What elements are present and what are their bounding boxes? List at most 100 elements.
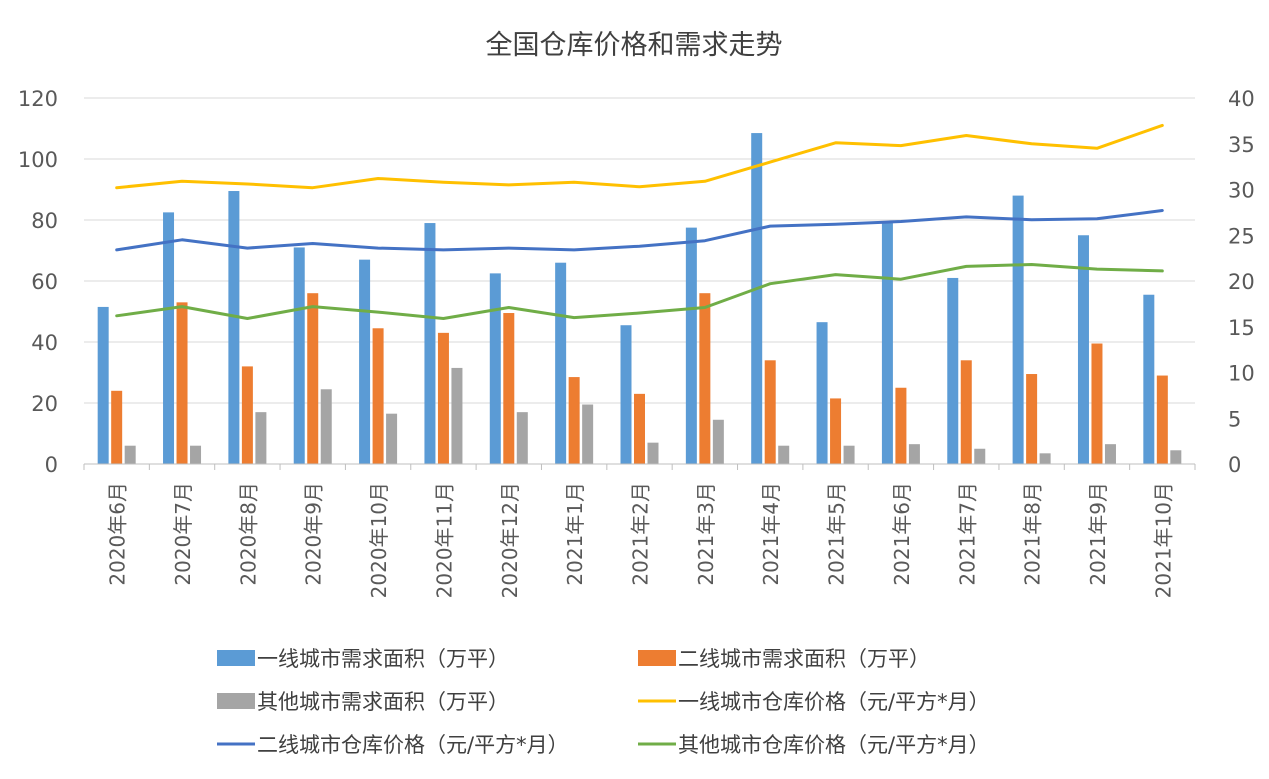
bar-2	[699, 293, 711, 464]
axis-layer: 0 20 40 60 80 100 120 0 5 10 15 20 25 30 35 40 2020年6月 20…	[18, 87, 1255, 598]
bar-1	[555, 262, 567, 464]
bar-1	[228, 191, 240, 464]
bar-2	[830, 398, 842, 464]
bar-1	[816, 322, 828, 464]
legend-swatch	[217, 650, 255, 666]
y2-tick-label: 5	[1228, 407, 1241, 431]
y2-tick-label: 0	[1228, 453, 1241, 477]
y2-tick-label: 15	[1228, 316, 1255, 340]
line-series-2	[115, 209, 1164, 252]
y2-tick-label: 20	[1228, 270, 1255, 294]
chart-title: 全国仓库价格和需求走势	[486, 30, 783, 61]
bar-1	[947, 277, 959, 464]
y2-tick-label: 35	[1228, 133, 1255, 157]
bar-2	[176, 302, 188, 464]
bar-1	[881, 223, 893, 464]
gridlines	[84, 97, 1195, 465]
legend-swatch	[638, 650, 676, 666]
x-tick-label: 2021年7月	[955, 482, 979, 586]
x-tick-label: 2020年6月	[106, 482, 130, 586]
bar-3	[908, 444, 920, 464]
bar-3	[1104, 444, 1116, 464]
bar-1	[1143, 294, 1155, 464]
y-tick-label: 40	[31, 331, 58, 355]
bar-3	[320, 389, 332, 464]
x-tick-label: 2020年11月	[432, 482, 456, 598]
bar-3	[190, 445, 202, 464]
bar-layer	[97, 133, 1182, 464]
bar-2	[634, 393, 645, 464]
bar-2	[568, 377, 580, 464]
y2-tick-label: 10	[1228, 362, 1255, 386]
line-layer	[115, 123, 1164, 320]
x-tick-label: 2020年10月	[367, 482, 391, 598]
legend-label: 二线城市仓库价格（元/平方*月）	[257, 733, 569, 757]
bar-1	[359, 259, 371, 464]
x-tick-label: 2021年8月	[1021, 482, 1045, 586]
y-tick-label: 120	[18, 87, 58, 111]
bar-1	[97, 306, 109, 464]
bar-1	[1077, 235, 1089, 464]
bar-3	[778, 445, 790, 464]
bar-1	[293, 247, 305, 464]
legend-label: 其他城市仓库价格（元/平方*月）	[678, 733, 990, 757]
bar-3	[255, 412, 267, 464]
bar-3	[712, 419, 724, 464]
bar-2	[241, 366, 253, 464]
bar-2	[1026, 374, 1038, 464]
bar-2	[764, 360, 776, 464]
bar-3	[1170, 450, 1182, 464]
bar-2	[437, 332, 449, 464]
bar-1	[685, 227, 697, 464]
bar-1	[163, 212, 175, 464]
legend: 一线城市需求面积（万平） 二线城市需求面积（万平） 其他城市需求面积（万平） 一线城市…	[217, 647, 990, 757]
y2-tick-label: 40	[1228, 87, 1255, 111]
y-tick-label: 0	[45, 453, 58, 477]
y-tick-label: 100	[18, 148, 58, 172]
y2-tick-label: 25	[1228, 224, 1255, 248]
bar-2	[503, 313, 515, 464]
bar-3	[974, 448, 986, 464]
x-tick-label: 2021年9月	[1086, 482, 1110, 586]
x-tick-label: 2020年9月	[302, 482, 326, 586]
legend-label: 其他城市需求面积（万平）	[257, 690, 509, 714]
x-tick-label: 2021年5月	[825, 482, 849, 586]
bar-1	[489, 273, 501, 464]
x-tick-label: 2021年3月	[694, 482, 718, 586]
legend-swatch	[217, 693, 255, 709]
bar-1	[424, 223, 436, 464]
legend-label: 二线城市需求面积（万平）	[678, 647, 930, 671]
x-tick-label: 2020年7月	[171, 482, 195, 586]
bar-2	[895, 387, 907, 464]
bar-3	[1039, 453, 1051, 464]
y2-tick-label: 30	[1228, 179, 1255, 203]
bar-3	[386, 413, 398, 464]
x-tick-label: 2020年12月	[498, 482, 522, 598]
x-tick-label: 2020年8月	[236, 482, 260, 586]
x-tick-label: 2021年4月	[759, 482, 783, 586]
bar-1	[1012, 195, 1024, 464]
bar-3	[124, 445, 136, 464]
y-tick-label: 60	[31, 270, 58, 294]
line-series-3	[115, 263, 1164, 320]
bar-3	[582, 404, 594, 464]
y-tick-label: 80	[31, 209, 58, 233]
bar-2	[111, 390, 123, 464]
bar-2	[1156, 375, 1168, 464]
bar-3	[516, 412, 528, 464]
x-tick-label: 2021年6月	[890, 482, 914, 586]
bar-3	[647, 442, 659, 464]
line-series-1	[115, 123, 1164, 190]
bar-3	[451, 367, 463, 464]
bar-2	[960, 360, 972, 464]
bar-2	[1091, 343, 1103, 464]
y-tick-label: 20	[31, 392, 58, 416]
bar-1	[751, 133, 763, 464]
x-tick-label: 2021年2月	[629, 482, 653, 586]
bar-1	[620, 325, 632, 464]
x-tick-label: 2021年1月	[563, 482, 587, 586]
legend-label: 一线城市仓库价格（元/平方*月）	[678, 690, 990, 714]
bar-2	[307, 293, 319, 464]
x-tick-label: 2021年10月	[1151, 482, 1175, 598]
